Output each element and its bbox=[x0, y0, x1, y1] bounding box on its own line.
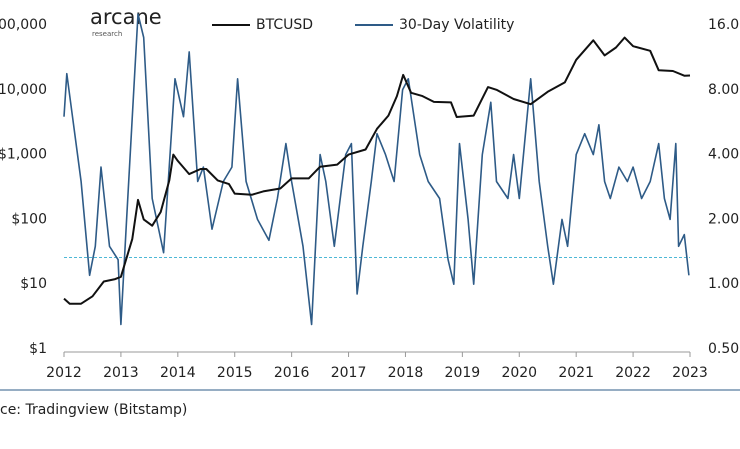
legend-label: 30-Day Volatility bbox=[399, 17, 514, 33]
legend-label: BTCUSD bbox=[256, 17, 313, 33]
y-tick-label: $1 bbox=[29, 341, 47, 357]
y2-tick-label: 0.50 bbox=[708, 341, 739, 357]
x-tick-label: 2023 bbox=[672, 365, 708, 381]
y2-tick-label: 16.0 bbox=[708, 17, 739, 33]
logo-sub: research bbox=[92, 30, 122, 38]
y2-tick-label: 1.00 bbox=[708, 276, 739, 292]
source: ce: Tradingview (Bitstamp) bbox=[0, 402, 187, 418]
y2-tick-label: 2.00 bbox=[708, 211, 739, 227]
y2-tick-label: 8.00 bbox=[708, 82, 739, 98]
x-tick-label: 2021 bbox=[558, 365, 594, 381]
y-tick-label: 10,000 bbox=[0, 82, 47, 98]
series-line bbox=[63, 13, 690, 326]
x-tick-label: 2014 bbox=[160, 365, 196, 381]
x-tick-label: 2015 bbox=[217, 365, 253, 381]
y-tick-label: $100 bbox=[11, 211, 47, 227]
y2-tick-label: 4.00 bbox=[708, 147, 739, 163]
y-tick-label: $10 bbox=[20, 276, 47, 292]
logo: arcane bbox=[90, 5, 162, 29]
x-tick-label: 2013 bbox=[103, 365, 139, 381]
x-tick-label: 2022 bbox=[615, 365, 651, 381]
y-tick-label: 00,000 bbox=[0, 17, 47, 33]
x-tick-label: 2012 bbox=[46, 365, 82, 381]
x-tick-label: 2019 bbox=[445, 365, 481, 381]
x-tick-label: 2018 bbox=[388, 365, 424, 381]
x-tick-label: 2017 bbox=[331, 365, 367, 381]
x-tick-label: 2016 bbox=[274, 365, 310, 381]
y-tick-label: $1,000 bbox=[0, 147, 47, 163]
x-tick-label: 2020 bbox=[501, 365, 537, 381]
series-line bbox=[63, 36, 691, 305]
